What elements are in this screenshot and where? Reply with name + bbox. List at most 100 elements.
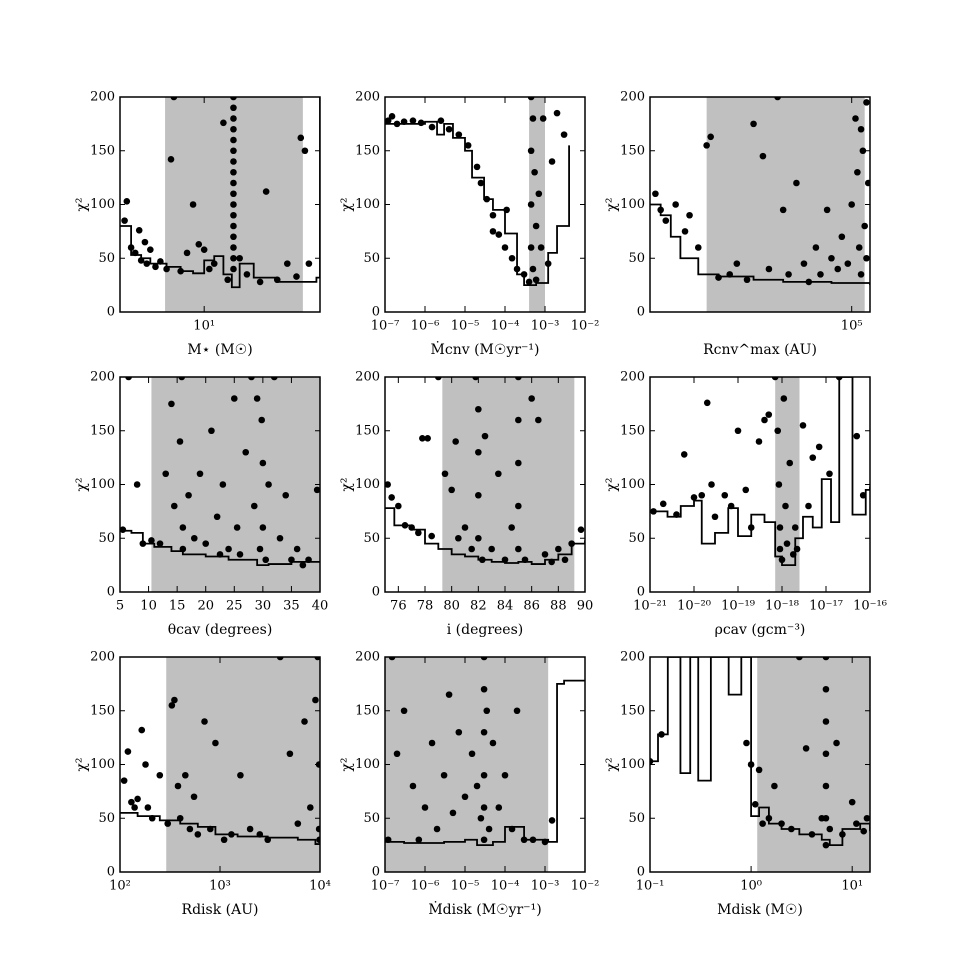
point: [742, 486, 750, 494]
point: [853, 432, 861, 440]
point: [124, 748, 132, 755]
point: [774, 97, 781, 101]
point: [480, 685, 488, 693]
point: [800, 260, 808, 267]
point: [314, 657, 320, 661]
point: [479, 556, 486, 564]
point: [501, 556, 509, 564]
point: [658, 731, 665, 738]
point: [544, 260, 552, 267]
y-tick-label: 50: [363, 251, 380, 266]
point: [743, 739, 750, 747]
y-tick-label: 150: [620, 143, 645, 158]
point: [220, 119, 227, 127]
point: [230, 168, 237, 176]
x-tick-label: 10⁻²¹: [633, 599, 667, 614]
point: [527, 244, 535, 251]
point: [652, 190, 659, 198]
point: [528, 395, 535, 402]
point: [793, 545, 801, 553]
point: [759, 152, 767, 160]
point: [307, 804, 314, 811]
point: [515, 459, 522, 467]
point: [555, 545, 562, 553]
point: [177, 267, 184, 275]
point: [778, 556, 786, 564]
point: [171, 696, 178, 704]
point: [673, 511, 680, 518]
point: [698, 491, 706, 499]
point: [495, 470, 502, 478]
point: [138, 726, 146, 734]
point: [774, 427, 782, 435]
x-tick-label: 10⁻⁴: [491, 319, 520, 334]
point: [515, 377, 522, 381]
y-tick-label: 100: [90, 197, 115, 212]
point: [230, 136, 237, 144]
y-tick-label: 100: [620, 757, 645, 772]
point: [190, 793, 198, 801]
y-tick-label: 50: [363, 811, 380, 826]
y-tick-label: 50: [363, 531, 380, 546]
point: [262, 556, 270, 564]
point: [230, 222, 237, 230]
point: [220, 836, 228, 844]
point: [385, 117, 392, 124]
point: [483, 707, 491, 715]
point: [541, 551, 549, 558]
point: [475, 448, 482, 456]
point: [508, 254, 516, 262]
point: [475, 491, 482, 499]
point: [515, 416, 522, 424]
x-tick-label: 88: [550, 599, 567, 614]
x-tick-label: 35: [283, 599, 300, 614]
point: [686, 211, 693, 219]
y-tick-label: 0: [372, 865, 380, 880]
point: [707, 133, 714, 141]
axes-frame: [119, 96, 321, 313]
point: [657, 206, 664, 214]
point: [437, 117, 445, 124]
point: [388, 657, 396, 661]
point: [305, 556, 312, 564]
y-tick-label: 150: [90, 703, 115, 718]
point: [385, 836, 392, 844]
point: [711, 513, 719, 521]
y-tick-label: 100: [355, 477, 380, 492]
point: [148, 814, 156, 822]
y-axis-label: χ²: [74, 197, 90, 211]
x-tick-label: 10¹: [841, 879, 863, 894]
point: [461, 793, 469, 801]
y-tick-label: 200: [355, 650, 380, 665]
point: [822, 657, 830, 661]
point: [294, 820, 302, 827]
point: [823, 206, 831, 214]
point: [475, 405, 482, 413]
point: [131, 249, 139, 257]
point: [765, 265, 773, 273]
point: [480, 728, 488, 736]
x-axis-label: Rcnv^max (AU): [703, 342, 817, 358]
point: [312, 696, 319, 704]
y-tick-label: 0: [107, 305, 115, 320]
x-tick-label: 80: [443, 599, 460, 614]
point: [650, 757, 654, 765]
point: [230, 211, 237, 219]
y-tick-label: 50: [628, 251, 645, 266]
point: [230, 395, 238, 402]
step-line: [650, 377, 870, 567]
x-axis-label: Mdisk (M☉): [717, 902, 803, 918]
point: [233, 524, 241, 531]
point: [473, 782, 481, 790]
point: [755, 438, 763, 445]
point: [690, 494, 698, 501]
point: [452, 438, 459, 445]
x-tick-label: 20: [197, 599, 214, 614]
point: [125, 377, 132, 381]
point: [388, 494, 395, 501]
y-tick-label: 0: [107, 865, 115, 880]
point: [477, 179, 485, 187]
x-tick-label: 10⁻²: [571, 319, 600, 334]
y-axis-label: χ²: [339, 197, 355, 211]
point: [428, 123, 436, 131]
